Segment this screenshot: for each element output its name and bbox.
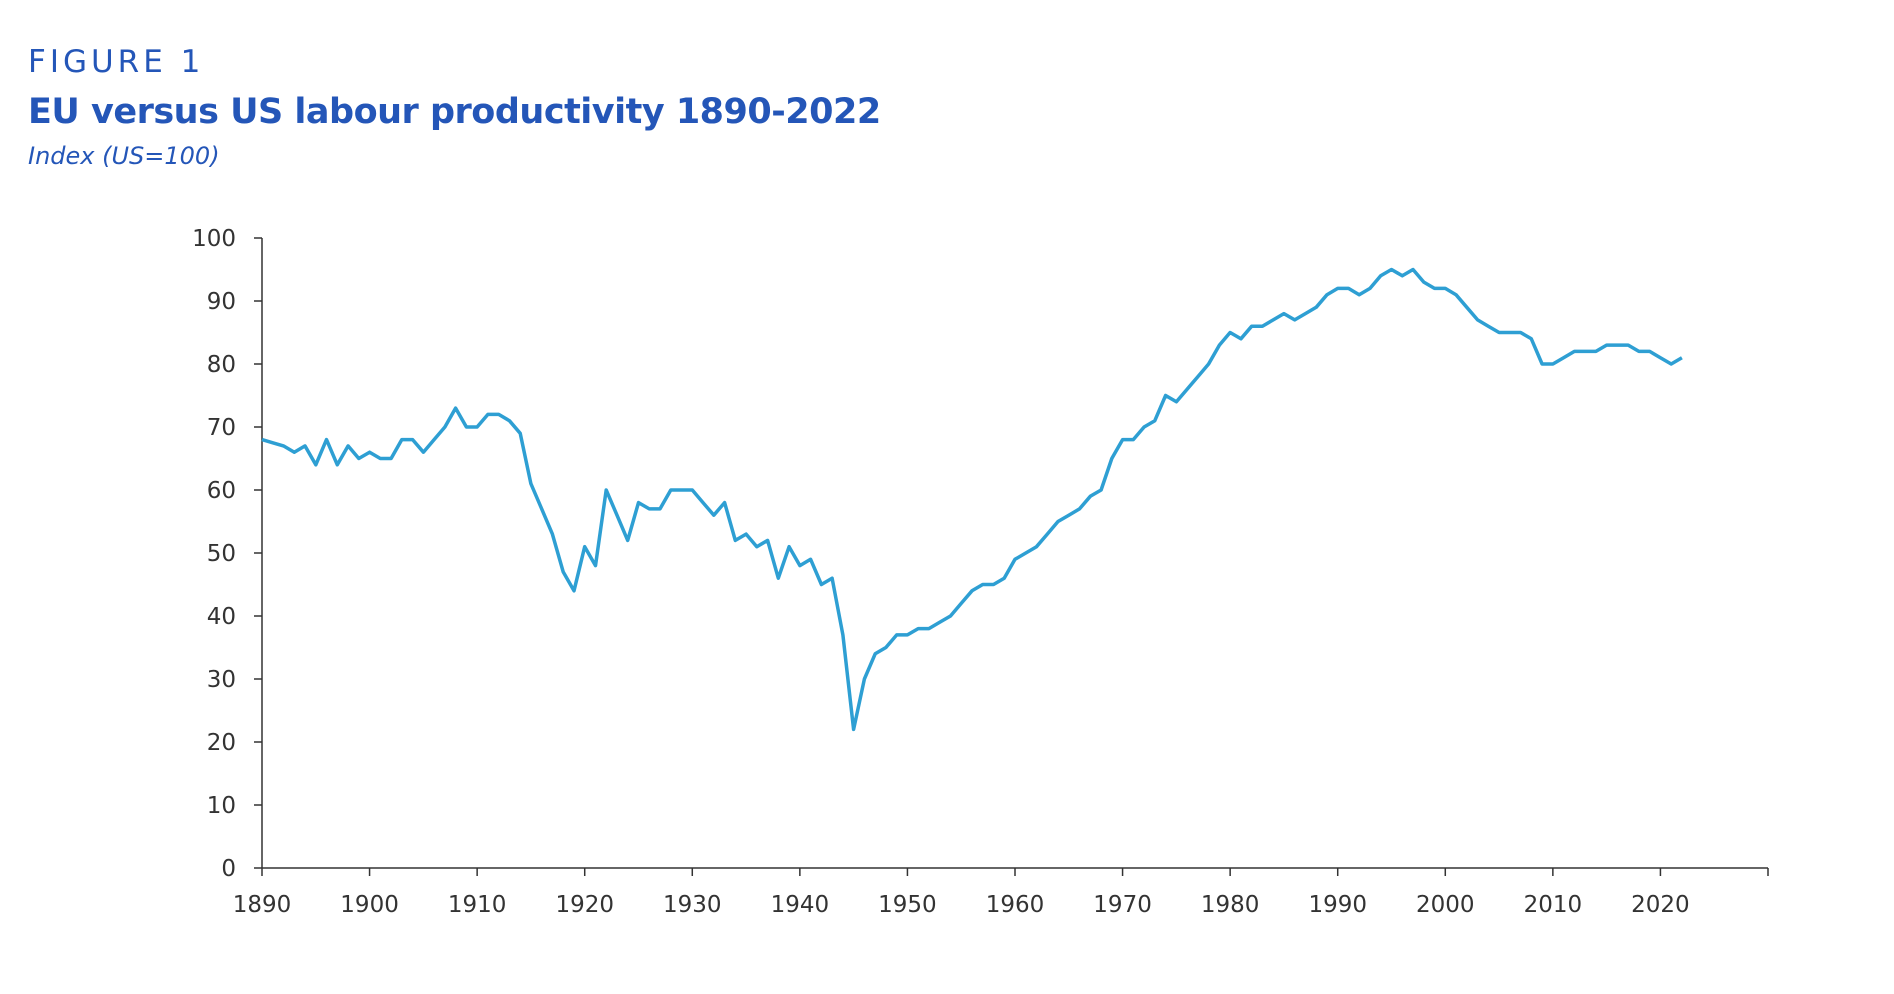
series-line [261, 267, 1683, 732]
x-tick-label: 1980 [1201, 892, 1260, 918]
figure-label: FIGURE 1 [28, 44, 205, 80]
x-tick-label: 2020 [1631, 892, 1690, 918]
chart-subtitle: Index (US=100) [28, 142, 220, 170]
y-tick-label: 40 [207, 604, 236, 630]
y-tick-label: 30 [207, 667, 236, 693]
y-tick-label: 20 [207, 730, 236, 756]
chart-title: EU versus US labour productivity 1890-20… [28, 92, 881, 132]
y-tick-label: 50 [207, 541, 236, 567]
y-tick-label: 90 [207, 289, 236, 315]
y-tick-label: 0 [221, 856, 236, 882]
x-tick-label: 1940 [771, 892, 830, 918]
x-tick-label: 1990 [1308, 892, 1367, 918]
y-tick-label: 60 [207, 478, 236, 504]
y-tick-label: 70 [207, 415, 236, 441]
y-tick-label: 80 [207, 352, 236, 378]
x-tick-label: 1900 [340, 892, 399, 918]
y-tick-label: 100 [192, 226, 236, 252]
x-tick-label: 1910 [448, 892, 507, 918]
y-tick-label: 10 [207, 793, 236, 819]
x-tick-label: 1950 [878, 892, 937, 918]
x-tick-label: 2000 [1416, 892, 1475, 918]
x-tick-label: 1970 [1093, 892, 1152, 918]
x-tick-label: 1960 [986, 892, 1045, 918]
x-tick-label: 2010 [1524, 892, 1583, 918]
x-tick-label: 1930 [663, 892, 722, 918]
x-tick-label: 1890 [233, 892, 292, 918]
x-tick-label: 1920 [555, 892, 614, 918]
